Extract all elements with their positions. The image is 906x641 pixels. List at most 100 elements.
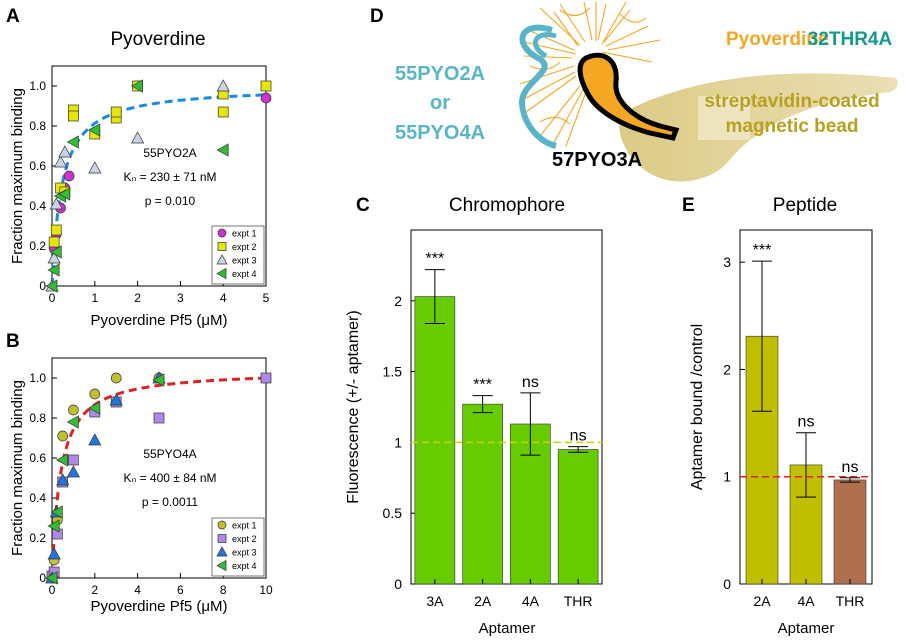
panel-letter-c: C	[356, 195, 370, 216]
panel-b-legend: expt 1 expt 2 expt 3 expt 4	[211, 517, 265, 577]
y-tick-label: 0.8	[29, 119, 46, 133]
panel-c-ylabel: Fluorescence (+/- aptamer)	[345, 310, 362, 503]
panel-a-xlabel: Pyoverdine Pf5 (μM)	[90, 312, 227, 329]
label-57pyo3a: 57PYO3A	[552, 149, 642, 171]
significance-label: ***	[473, 377, 492, 394]
data-point-expt-3	[47, 251, 61, 264]
legend-marker	[216, 254, 228, 265]
data-point-expt-2	[50, 224, 62, 236]
x-tick-label: 3	[177, 291, 184, 305]
data-point-expt-3	[53, 155, 68, 168]
x-tick-label: THR	[564, 593, 593, 609]
pyoverdine-icon	[519, 1, 661, 147]
data-point-expt-3	[131, 131, 145, 144]
x-tick-label: 10	[259, 583, 273, 597]
significance-label: ns	[798, 414, 815, 431]
label-55pyo4a: 55PYO4A	[395, 122, 485, 144]
panel-a-legend: expt 1 expt 2 expt 3 expt 4	[211, 225, 265, 285]
panel-b: 0 0.2 0.4 0.6 0.8 1.0 0 2 4 6 8 10 55PYO4A Kₙ = 400…	[9, 357, 273, 615]
data-point-expt-4	[50, 505, 63, 519]
y-tick-label: 1.0	[29, 79, 46, 93]
panel-letter-e: E	[682, 195, 695, 216]
y-tick-label: 0.2	[29, 531, 46, 545]
panel-b-fit-curve	[50, 376, 267, 579]
x-tick-label: 2	[134, 291, 141, 305]
significance-label: ns	[570, 428, 587, 445]
data-point-expt-3	[58, 145, 72, 158]
data-point-expt-2	[260, 80, 272, 92]
y-tick-label: 2	[394, 293, 402, 309]
aptamer-57pyo3a-icon	[577, 52, 680, 141]
data-point-expt-1	[260, 92, 272, 104]
panel-a-ylabel: Fraction maximum binding	[9, 88, 26, 264]
y-tick-label: 2	[723, 361, 731, 377]
bar-THR	[557, 449, 599, 585]
panel-c-frame	[410, 229, 603, 585]
significance-label: ***	[426, 251, 445, 268]
legend-marker	[216, 559, 227, 572]
magnetic-bead-shape	[619, 73, 898, 182]
panel-e-ylabel: Aptamer bound /control	[689, 324, 706, 490]
bar-THR	[833, 479, 867, 585]
data-point-expt-2	[68, 110, 79, 122]
data-point-expt-4	[66, 135, 79, 149]
label-32thr4a: 32THR4A	[808, 29, 893, 50]
data-point-expt-3	[216, 79, 230, 92]
panel-b-pvalue: p = 0.0011	[142, 495, 198, 509]
aptamer-2a-strand	[519, 24, 557, 149]
data-point-expt-4	[45, 571, 58, 585]
data-point-expt-3	[88, 161, 102, 174]
data-point-expt-3	[47, 547, 61, 560]
data-point-expt-4	[66, 415, 79, 429]
data-point-expt-4	[88, 123, 101, 137]
y-tick-label: 0	[39, 571, 46, 585]
y-tick-label: 1	[723, 469, 731, 485]
data-point-expt-3	[56, 473, 70, 486]
y-tick-label: 0	[39, 279, 46, 293]
legend-marker	[216, 546, 228, 557]
y-tick-label: 3	[723, 254, 731, 270]
data-point-expt-2	[48, 236, 60, 248]
x-tick-label: 6	[177, 583, 184, 597]
panel-letter-d: D	[370, 6, 384, 27]
data-point-expt-2	[68, 454, 79, 466]
y-tick-label: 1.0	[29, 371, 46, 385]
data-point-expt-1	[110, 372, 122, 384]
data-point-expt-4	[58, 187, 71, 201]
x-tick-label: 3A	[426, 593, 444, 609]
panel-a: Pyoverdine 0 0.2 0.4 0.6 0.8 1.0 0 1 2 3 4 5 55PYO2…	[9, 29, 272, 329]
x-tick-label: 2A	[753, 593, 771, 609]
panel-b-aptamer-name: 55PYO4A	[143, 447, 196, 461]
panel-c-xlabel: Aptamer	[479, 620, 536, 637]
data-point-expt-4	[49, 245, 62, 259]
panel-b-kd: Kₙ = 400 ± 84 nM	[123, 471, 216, 485]
y-tick-label: 0.4	[29, 491, 46, 505]
panel-b-xlabel: Pyoverdine Pf5 (μM)	[90, 598, 227, 615]
y-tick-label: 0.6	[29, 451, 46, 465]
significance-label: ns	[842, 459, 859, 476]
significance-label: ***	[753, 242, 772, 259]
panel-b-frame	[51, 357, 267, 579]
x-tick-label: 1	[91, 291, 98, 305]
legend-marker	[216, 267, 227, 280]
x-tick-label: THR	[836, 593, 865, 609]
bead-highlight	[698, 96, 750, 140]
panel-a-fit-curve	[50, 93, 267, 287]
data-point-expt-3	[66, 465, 80, 478]
data-point-expt-4	[47, 263, 60, 277]
aptamer-2a-loop	[532, 32, 557, 59]
bar-2A	[462, 403, 503, 585]
data-point-expt-3	[49, 197, 63, 210]
x-tick-label: 0	[49, 583, 56, 597]
y-tick-label: 1.5	[383, 364, 403, 380]
data-point-expt-2	[153, 412, 165, 424]
legend-label: expt 2	[232, 242, 257, 252]
legend-marker	[217, 242, 227, 251]
data-point-expt-1	[63, 170, 75, 182]
data-point-expt-1	[68, 404, 79, 416]
data-point-expt-4	[47, 519, 60, 533]
legend-label: expt 1	[232, 521, 257, 531]
significance-label: ns	[522, 374, 539, 391]
panel-a-frame	[51, 65, 267, 287]
